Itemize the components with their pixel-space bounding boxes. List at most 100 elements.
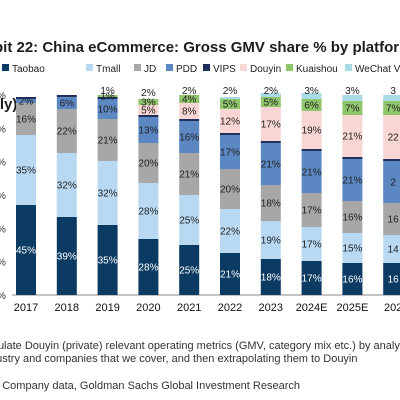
x-tick-label: 2025E — [336, 302, 368, 314]
data-label: 5% — [223, 100, 238, 111]
bar-segment-wechat-video-accou — [342, 95, 363, 101]
data-label: 28% — [138, 207, 158, 218]
y-tick-label: % — [0, 124, 6, 135]
bar-segment-pdd — [138, 117, 159, 143]
data-label: 22% — [220, 227, 240, 238]
data-label: 13% — [138, 126, 158, 137]
bar-segment-douyin — [301, 111, 322, 149]
bar-segment-tmall — [56, 153, 77, 217]
bar-segment-taobao — [56, 217, 77, 295]
y-tick-label: % — [0, 291, 6, 302]
x-tick-label: 2017 — [14, 302, 38, 314]
x-tick-label: 2024E — [296, 302, 328, 314]
data-label: 16% — [179, 133, 199, 144]
legend-swatch — [286, 64, 293, 71]
data-label: 16 — [388, 215, 400, 226]
data-label: 32% — [98, 189, 118, 200]
data-label: 18% — [261, 199, 281, 210]
bar-segment-kuaishou — [260, 97, 281, 107]
legend-swatch — [134, 64, 141, 71]
data-label: 6% — [60, 99, 75, 110]
bar-segment-taobao — [97, 225, 118, 295]
bar-segment-douyin — [260, 107, 281, 141]
bar-segment-douyin — [342, 115, 363, 157]
bar-segment-jd — [179, 153, 200, 195]
bar-segment-taobao — [220, 253, 240, 295]
bar-segment-pdd — [342, 159, 363, 201]
footnote-line-2: dustry and companies that we cover, and … — [0, 353, 358, 365]
data-label: 32% — [57, 181, 77, 192]
data-label: 17% — [302, 274, 322, 285]
legend-swatch — [86, 64, 93, 71]
data-label: 10% — [98, 105, 118, 116]
data-label: 12% — [220, 117, 240, 128]
data-label: 45% — [16, 246, 36, 257]
data-label: 39% — [57, 252, 77, 263]
bar-segment-wechat-video-accou — [301, 93, 322, 99]
data-label: 22 — [388, 133, 400, 144]
data-label: 25% — [179, 266, 199, 277]
data-label: 16% — [342, 275, 362, 286]
legend-item-7: WeChat Video Accou — [345, 64, 400, 76]
above-bar-label: 3 — [390, 86, 396, 97]
bar-segment-vips — [260, 141, 281, 143]
bar-segment-jd — [56, 109, 77, 153]
bar-segment-vips — [220, 133, 240, 135]
data-label: 17% — [220, 148, 240, 159]
bar-segment-vips — [56, 95, 77, 97]
data-label: 7% — [386, 104, 400, 115]
x-tick-label: 202 — [384, 302, 400, 314]
bar-segment-tmall — [16, 135, 36, 205]
above-bar-label: 3% — [345, 86, 360, 97]
data-label: 3% — [141, 98, 156, 109]
data-label: 21% — [261, 160, 281, 171]
bar-segment-kuaishou — [220, 99, 240, 109]
legend-item-5: Douyin — [240, 64, 281, 76]
data-label: 21% — [342, 176, 362, 187]
bar-segment-pdd — [179, 121, 200, 153]
data-label: 22% — [57, 127, 77, 138]
bar-segment-vips — [383, 159, 400, 161]
above-bar-label: 2% — [223, 86, 238, 97]
legend-label: JD — [144, 64, 157, 75]
data-label: 7% — [345, 104, 360, 115]
stacked-bar-chart: %%%%%%%45%35%16%2%201739%32%22%6%201835%… — [0, 86, 400, 314]
chart-title-line-1: bit 22: China eCommerce: Gross GMV share… — [0, 39, 400, 56]
data-label: 19% — [302, 126, 322, 137]
data-label: 4% — [182, 95, 197, 106]
bar-segment-douyin — [138, 105, 159, 115]
x-tick-label: 2022 — [218, 302, 242, 314]
y-tick-label: % — [0, 91, 6, 102]
y-tick-label: % — [0, 258, 6, 269]
bar-segment-taobao — [179, 245, 200, 295]
legend-label: Tmall — [96, 64, 121, 75]
legend-swatch — [240, 64, 247, 71]
bar-segment-douyin — [383, 115, 400, 159]
data-label: 28% — [138, 263, 158, 274]
y-tick-label: % — [0, 158, 6, 169]
x-tick-label: 2018 — [55, 302, 79, 314]
bar-segment-kuaishou — [301, 99, 322, 111]
bar-segment-jd — [138, 143, 159, 183]
x-tick-label: 2023 — [259, 302, 283, 314]
data-label: 21% — [342, 132, 362, 143]
legend-item-0: Taobao — [2, 64, 45, 76]
above-bar-label: 2% — [141, 88, 156, 99]
bar-segment-tmall — [301, 227, 322, 261]
data-label: 21% — [179, 170, 199, 181]
bar-segment-pdd — [260, 143, 281, 185]
footnote-line-1: lculate Douyin (private) relevant operat… — [0, 340, 400, 352]
bar-segment-kuaishou — [97, 95, 118, 97]
bar-segment-taobao — [301, 261, 322, 295]
data-label: 2% — [19, 97, 34, 108]
legend-swatch — [203, 64, 210, 71]
data-label: 18% — [261, 273, 281, 284]
bar-segment-jd — [342, 201, 363, 233]
data-label: 2 — [390, 178, 396, 189]
data-label: 6% — [304, 101, 319, 112]
legend-item-2: JD — [134, 64, 156, 76]
bar-segment-pdd — [97, 99, 118, 119]
data-label: 17% — [261, 120, 281, 131]
legend-swatch — [166, 64, 173, 71]
data-label: 35% — [98, 256, 118, 267]
